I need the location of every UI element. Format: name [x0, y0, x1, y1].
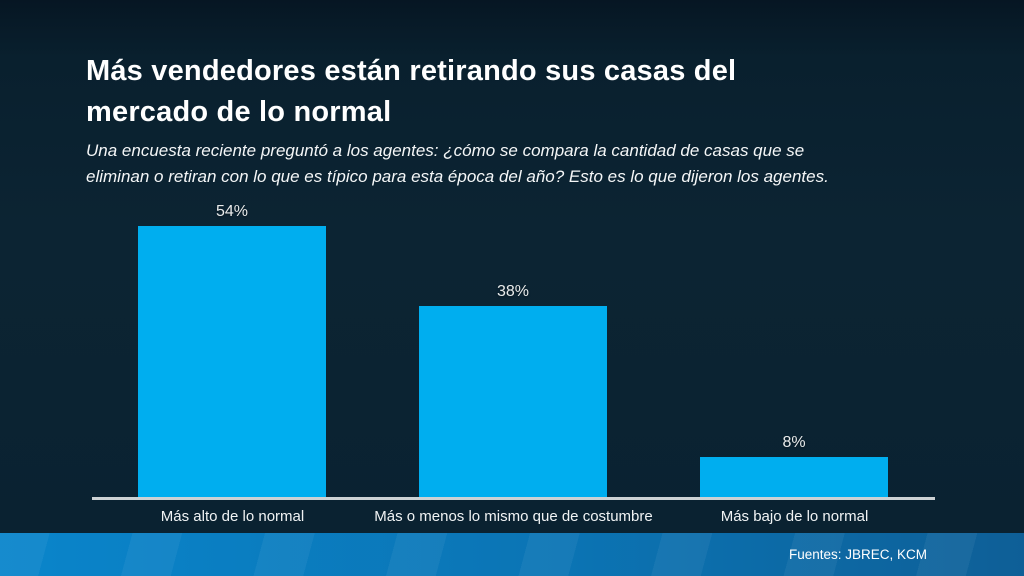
bar-chart: 54% 38% 8% [92, 200, 935, 497]
bar-rect-mas-bajo [700, 457, 888, 497]
bar-rect-mas-alto [138, 226, 326, 497]
bar-group-mas-bajo: 8% [700, 433, 888, 497]
bar-value-label: 38% [496, 283, 530, 300]
category-label-lo-mismo: Más o menos lo mismo que de costumbre [374, 508, 653, 525]
bar-group-mas-alto: 54% [138, 202, 326, 497]
page-title: Más vendedores están retirando sus casas… [86, 51, 906, 133]
bar-group-lo-mismo: 38% [419, 282, 607, 497]
category-label-mas-alto: Más alto de lo normal [160, 508, 305, 525]
bar-value-label: 54% [215, 203, 249, 220]
subtitle-line-2: eliminan o retiran con lo que es típico … [86, 167, 829, 186]
title-line-1: Más vendedores están retirando sus casas… [86, 55, 737, 88]
title-line-2: mercado de lo normal [86, 96, 392, 129]
category-label-mas-bajo: Más bajo de lo normal [720, 508, 869, 525]
bar-rect-lo-mismo [419, 306, 607, 497]
subtitle-line-1: Una encuesta reciente preguntó a los age… [86, 141, 805, 160]
x-axis-line [92, 497, 935, 500]
footer-band: Fuentes: JBREC, KCM [0, 533, 1024, 576]
source-text: Fuentes: JBREC, KCM [788, 547, 927, 562]
page-subtitle: Una encuesta reciente preguntó a los age… [86, 138, 966, 190]
bar-value-label: 8% [782, 434, 806, 451]
